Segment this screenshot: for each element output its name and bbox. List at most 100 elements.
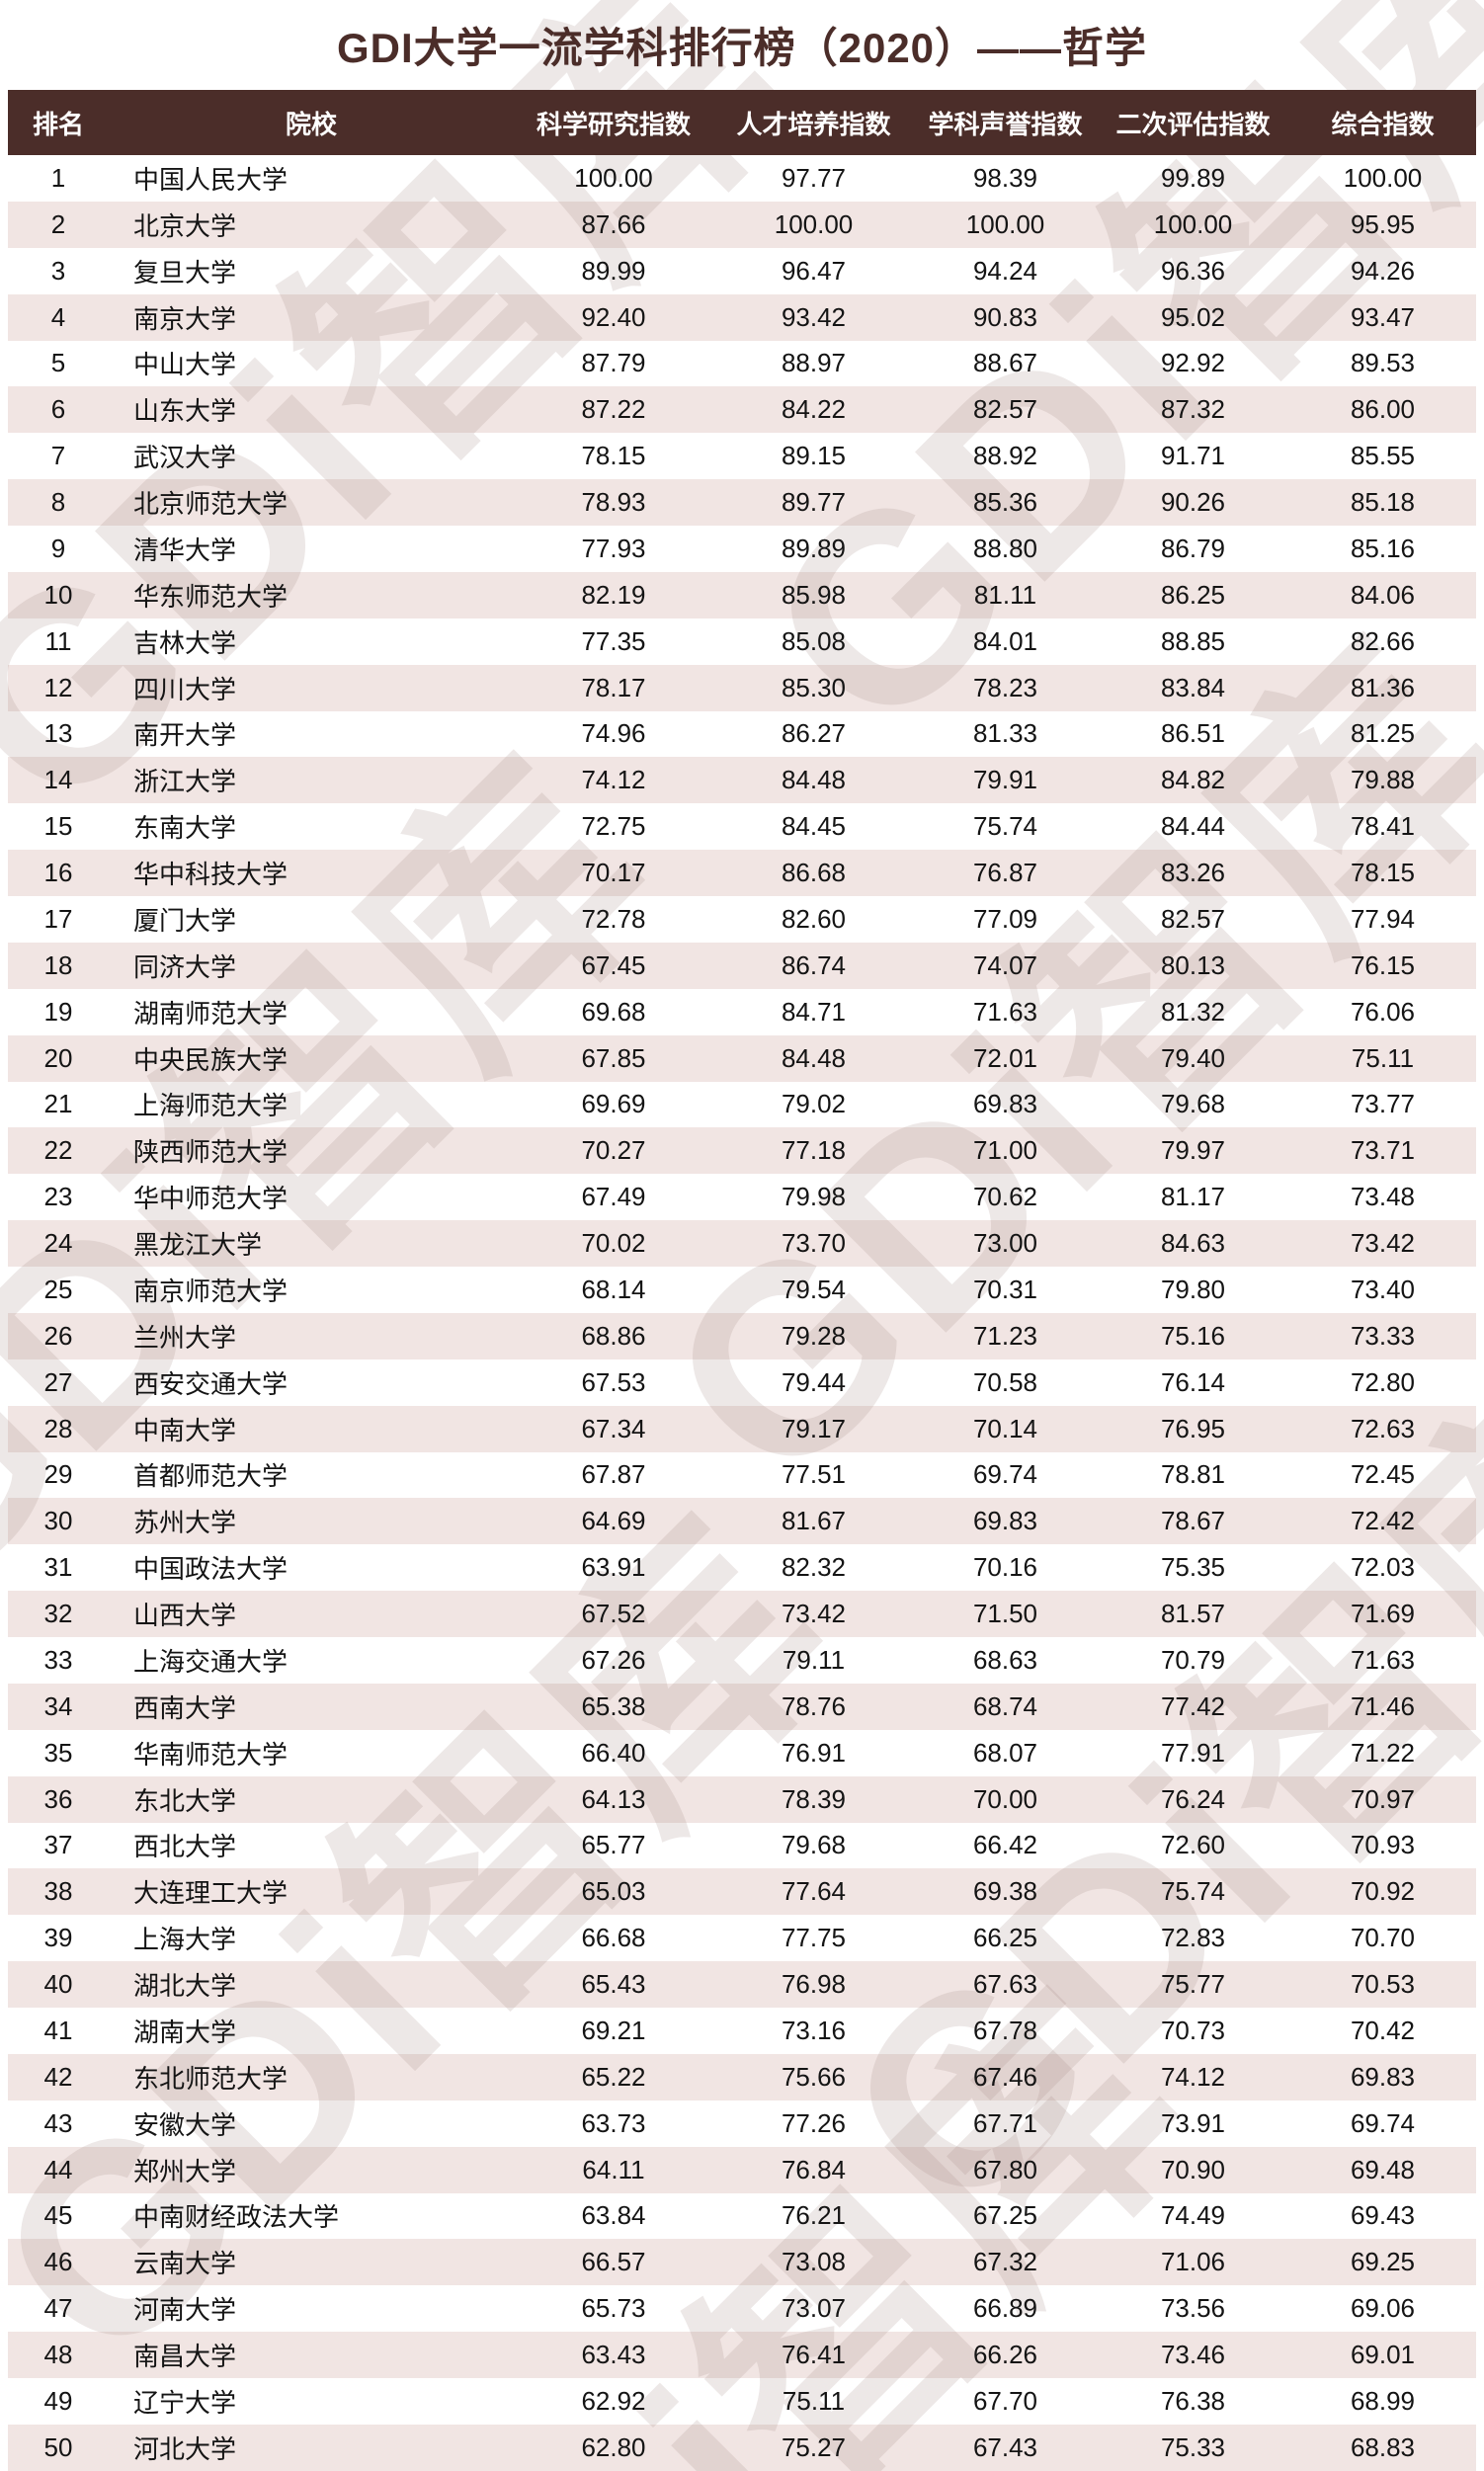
score-cell: 68.86 xyxy=(581,1320,646,1351)
score-cell: 69.83 xyxy=(1350,2061,1416,2092)
score-cell: 84.06 xyxy=(1350,579,1416,610)
score-cell: 65.22 xyxy=(581,2061,646,2092)
score-cell: 96.36 xyxy=(1160,255,1226,286)
score-cell: 79.40 xyxy=(1160,1042,1226,1073)
table-row: 16 华中科技大学 70.17 86.68 76.87 83.26 78.15 xyxy=(8,850,1476,896)
rank-cell: 19 xyxy=(43,996,73,1027)
table-row: 5 中山大学 87.79 88.97 88.67 92.92 89.53 xyxy=(8,341,1476,387)
score-cell: 76.91 xyxy=(781,1737,847,1768)
rank-cell: 27 xyxy=(43,1366,73,1397)
table-row: 27 西安交通大学 67.53 79.44 70.58 76.14 72.80 xyxy=(8,1359,1476,1406)
university-name-cell: 北京师范大学 xyxy=(133,489,289,520)
score-cell: 70.70 xyxy=(1350,1923,1416,1953)
table-row: 14 浙江大学 74.12 84.48 79.91 84.82 79.88 xyxy=(8,757,1476,804)
score-cell: 75.16 xyxy=(1160,1320,1226,1351)
score-cell: 83.26 xyxy=(1160,858,1226,888)
rank-cell: 10 xyxy=(43,579,73,610)
score-cell: 77.09 xyxy=(972,903,1038,934)
table-row: 34 西南大学 65.38 78.76 68.74 77.42 71.46 xyxy=(8,1683,1476,1730)
university-name-cell: 华南师范大学 xyxy=(133,1739,289,1770)
score-cell: 85.30 xyxy=(781,672,847,702)
score-cell: 79.28 xyxy=(781,1320,847,1351)
score-cell: 73.77 xyxy=(1350,1089,1416,1119)
university-name-cell: 南京大学 xyxy=(133,303,237,334)
score-cell: 69.83 xyxy=(972,1506,1038,1536)
university-name-cell: 中山大学 xyxy=(133,350,237,380)
score-cell: 77.94 xyxy=(1350,903,1416,934)
university-name-cell: 华东师范大学 xyxy=(133,581,289,612)
table-row: 15 东南大学 72.75 84.45 75.74 84.44 78.41 xyxy=(8,803,1476,850)
table-row: 28 中南大学 67.34 79.17 70.14 76.95 72.63 xyxy=(8,1405,1476,1452)
score-cell: 79.11 xyxy=(782,1644,846,1675)
score-cell: 79.88 xyxy=(1350,765,1416,795)
score-cell: 66.25 xyxy=(972,1923,1038,1953)
score-cell: 73.08 xyxy=(781,2247,847,2277)
rank-cell: 38 xyxy=(43,1876,73,1907)
university-name-cell: 东北大学 xyxy=(133,1785,237,1816)
score-cell: 67.87 xyxy=(581,1459,646,1490)
rank-cell: 26 xyxy=(43,1320,73,1351)
score-cell: 100.00 xyxy=(1343,162,1423,193)
university-name-cell: 南京师范大学 xyxy=(133,1276,289,1306)
score-cell: 63.73 xyxy=(581,2107,646,2138)
university-name-cell: 湖南大学 xyxy=(133,2017,237,2047)
score-cell: 81.25 xyxy=(1350,718,1416,749)
rank-cell: 17 xyxy=(43,903,73,934)
rank-cell: 13 xyxy=(43,718,73,749)
score-cell: 88.80 xyxy=(972,533,1038,563)
table-row: 50 河北大学 62.80 75.27 67.43 75.33 68.83 xyxy=(8,2424,1476,2471)
university-name-cell: 复旦大学 xyxy=(133,257,237,288)
score-cell: 79.54 xyxy=(781,1274,847,1304)
score-cell: 95.02 xyxy=(1160,301,1226,332)
rank-cell: 42 xyxy=(43,2061,73,2092)
score-cell: 63.91 xyxy=(581,1552,646,1583)
rank-cell: 18 xyxy=(43,949,73,980)
score-cell: 77.42 xyxy=(1160,1690,1226,1721)
score-cell: 84.44 xyxy=(1160,811,1226,842)
table-row: 22 陕西师范大学 70.27 77.18 71.00 79.97 73.71 xyxy=(8,1127,1476,1175)
rank-cell: 30 xyxy=(43,1506,73,1536)
score-cell: 67.32 xyxy=(972,2247,1038,2277)
score-cell: 70.97 xyxy=(1350,1783,1416,1814)
score-cell: 74.49 xyxy=(1160,2200,1226,2231)
rank-cell: 34 xyxy=(43,1690,73,1721)
university-name-cell: 武汉大学 xyxy=(133,443,237,473)
rank-cell: 49 xyxy=(43,2385,73,2416)
score-cell: 66.57 xyxy=(581,2247,646,2277)
table-row: 4 南京大学 92.40 93.42 90.83 95.02 93.47 xyxy=(8,293,1476,341)
table-row: 26 兰州大学 68.86 79.28 71.23 75.16 73.33 xyxy=(8,1312,1476,1359)
score-cell: 72.01 xyxy=(972,1042,1038,1073)
score-cell: 67.34 xyxy=(581,1413,646,1443)
score-cell: 67.78 xyxy=(972,2015,1038,2045)
score-cell: 86.25 xyxy=(1160,579,1226,610)
column-header-1: 院校 xyxy=(109,90,514,155)
score-cell: 68.63 xyxy=(972,1644,1038,1675)
rank-cell: 44 xyxy=(43,2154,73,2184)
title-bar: GDI大学一流学科排行榜（2020）——哲学 xyxy=(0,0,1484,90)
table-row: 43 安徽大学 63.73 77.26 67.71 73.91 69.74 xyxy=(8,2100,1476,2147)
score-cell: 82.60 xyxy=(781,903,847,934)
table-row: 1 中国人民大学 100.00 97.77 98.39 99.89 100.00 xyxy=(8,155,1476,202)
score-cell: 89.89 xyxy=(781,533,847,563)
column-header-5: 二次评估指数 xyxy=(1097,90,1289,155)
rank-cell: 39 xyxy=(43,1923,73,1953)
score-cell: 96.47 xyxy=(781,255,847,286)
score-cell: 76.21 xyxy=(781,2200,847,2231)
score-cell: 75.77 xyxy=(1160,1969,1226,2000)
score-cell: 69.74 xyxy=(1350,2107,1416,2138)
score-cell: 84.48 xyxy=(781,765,847,795)
table-row: 3 复旦大学 89.99 96.47 94.24 96.36 94.26 xyxy=(8,248,1476,294)
score-cell: 70.62 xyxy=(972,1182,1038,1212)
rank-cell: 21 xyxy=(43,1089,73,1119)
score-cell: 84.45 xyxy=(781,811,847,842)
score-cell: 77.51 xyxy=(781,1459,847,1490)
score-cell: 67.25 xyxy=(972,2200,1038,2231)
score-cell: 72.60 xyxy=(1160,1830,1226,1860)
score-cell: 73.91 xyxy=(1160,2107,1226,2138)
score-cell: 67.80 xyxy=(972,2154,1038,2184)
university-name-cell: 中央民族大学 xyxy=(133,1044,289,1075)
table-row: 46 云南大学 66.57 73.08 67.32 71.06 69.25 xyxy=(8,2239,1476,2286)
score-cell: 82.57 xyxy=(972,394,1038,425)
score-cell: 86.74 xyxy=(781,949,847,980)
score-cell: 67.45 xyxy=(581,949,646,980)
